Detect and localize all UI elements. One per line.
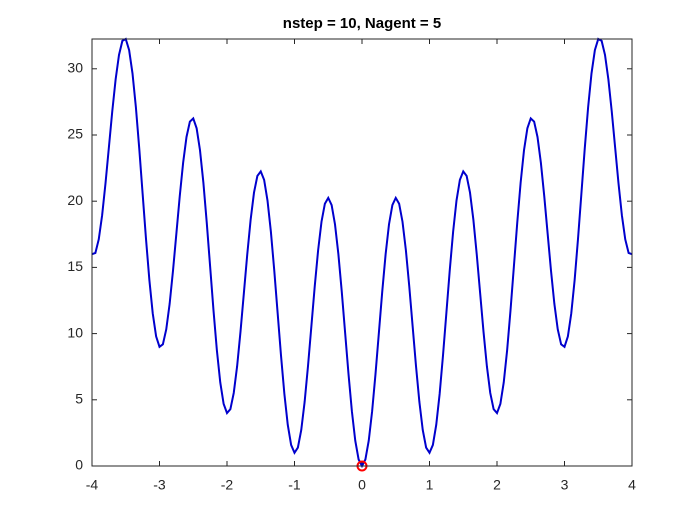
x-tick-label: 2 (493, 477, 501, 493)
y-tick-label: 20 (67, 192, 83, 208)
y-tick-label: 15 (67, 258, 83, 274)
y-tick-label: 30 (67, 59, 83, 75)
y-tick-label: 25 (67, 126, 83, 142)
x-tick-label: 4 (628, 477, 636, 493)
y-tick-label: 5 (75, 391, 83, 407)
x-tick-label: 1 (426, 477, 434, 493)
y-tick-label: 10 (67, 324, 83, 340)
plot-area (92, 39, 632, 466)
x-tick-label: -1 (288, 477, 301, 493)
y-tick-label: 0 (75, 457, 83, 473)
axes-box (91, 38, 633, 467)
chart-title: nstep = 10, Nagent = 5 (283, 15, 441, 32)
x-tick-label: -3 (153, 477, 166, 493)
x-tick-label: -4 (86, 477, 99, 493)
x-tick-label: -2 (221, 477, 234, 493)
x-tick-label: 0 (358, 477, 366, 493)
x-tick-label: 3 (561, 477, 569, 493)
